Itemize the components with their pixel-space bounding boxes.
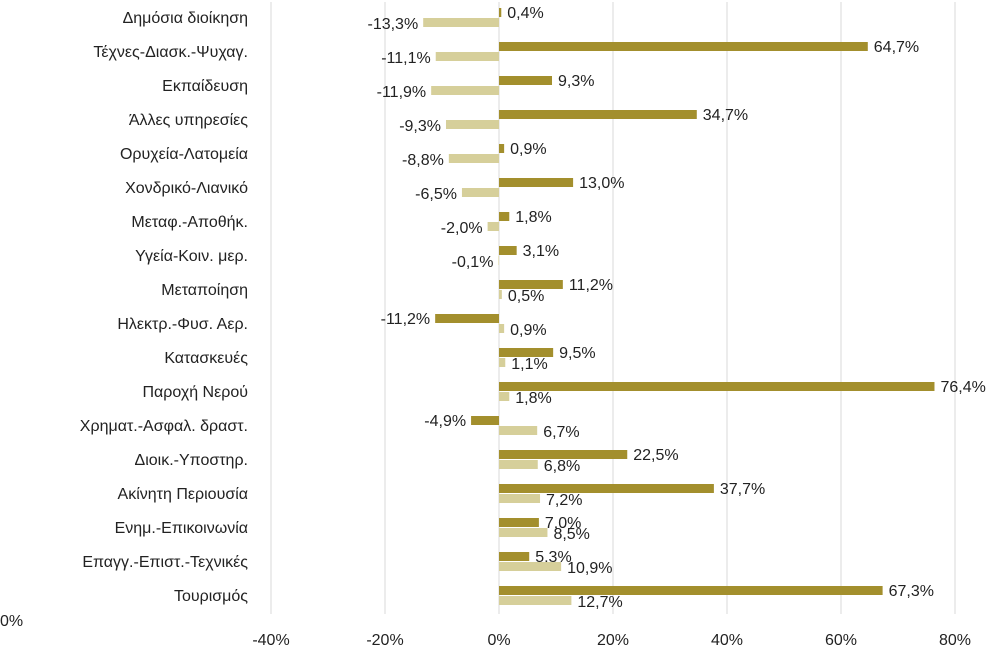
bar	[499, 562, 562, 571]
y-tick-label: Ακίνητη Περιουσία	[118, 486, 248, 503]
bar	[499, 42, 868, 51]
y-tick-label: Τουρισμός	[174, 588, 248, 605]
bar	[499, 596, 572, 605]
data-label: 67,3%	[889, 583, 934, 600]
bar	[499, 280, 563, 289]
data-label: 9,5%	[559, 345, 595, 362]
data-label: -11,2%	[381, 311, 431, 328]
data-label: 7,0%	[545, 515, 581, 532]
y-tick-label: Μεταφ.-Αποθήκ.	[131, 214, 248, 231]
data-label: 34,7%	[703, 107, 748, 124]
bar	[499, 484, 714, 493]
data-label: -6,5%	[415, 186, 457, 203]
y-tick-label: Χρηματ.-Ασφαλ. δραστ.	[80, 418, 248, 435]
annotation: 0%	[0, 613, 23, 630]
data-label: -0,1%	[452, 254, 494, 271]
bar	[499, 348, 554, 357]
y-tick-label: Υγεία-Κοιν. μερ.	[135, 248, 248, 265]
y-tick-label: Μεταποίηση	[161, 282, 248, 299]
data-label: 10,9%	[567, 560, 612, 577]
bar	[499, 144, 505, 153]
data-label: 13,0%	[579, 175, 624, 192]
data-label: -8,8%	[402, 152, 444, 169]
bar	[448, 154, 499, 163]
data-label: 8,5%	[553, 526, 589, 543]
bar	[499, 460, 538, 469]
data-label: 1,8%	[515, 390, 551, 407]
bar	[499, 450, 628, 459]
data-label: 7,2%	[546, 492, 582, 509]
bar	[499, 586, 883, 595]
bar	[487, 222, 499, 231]
data-label: 1,8%	[515, 209, 551, 226]
bar	[431, 86, 499, 95]
bar	[499, 76, 553, 85]
data-label: -11,9%	[377, 84, 427, 101]
data-label: 5,3%	[535, 549, 571, 566]
y-tick-label: Ηλεκτρ.-Φυσ. Αερ.	[117, 316, 248, 333]
bar	[499, 324, 505, 333]
x-tick-label: 60%	[825, 632, 857, 649]
data-label: 11,2%	[569, 277, 613, 294]
y-tick-label: Δημόσια διοίκηση	[123, 10, 248, 27]
bar	[445, 120, 499, 129]
bar	[423, 18, 499, 27]
data-label: -13,3%	[367, 16, 418, 33]
y-tick-label: Διοικ.-Υποστηρ.	[135, 452, 249, 469]
bar	[435, 314, 499, 323]
data-label: 0,4%	[507, 5, 543, 22]
bar	[499, 528, 548, 537]
data-label: 0,9%	[510, 141, 546, 158]
data-label: 12,7%	[577, 594, 622, 611]
y-tick-label: Επαγγ.-Επιστ.-Τεχνικές	[82, 554, 248, 571]
data-label: 6,7%	[543, 424, 579, 441]
x-tick-label: -40%	[252, 632, 289, 649]
data-label: 9,3%	[558, 73, 594, 90]
data-label: -2,0%	[441, 220, 483, 237]
x-tick-label: 0%	[487, 632, 510, 649]
y-tick-label: Τέχνες-Διασκ.-Ψυχαγ.	[93, 44, 248, 61]
bar	[461, 188, 499, 197]
data-label: -9,3%	[399, 118, 441, 135]
data-label: 3,1%	[523, 243, 559, 260]
bar	[499, 110, 697, 119]
data-label: -11,1%	[381, 50, 431, 67]
y-tick-label: Εκπαίδευση	[162, 78, 248, 95]
data-label: -4,9%	[424, 413, 466, 430]
y-tick-label: Κατασκευές	[164, 350, 248, 367]
data-label: 64,7%	[874, 39, 919, 56]
data-label: 37,7%	[720, 481, 765, 498]
data-label: 0,5%	[508, 288, 544, 305]
bar	[499, 8, 502, 17]
y-tick-label: Ορυχεία-Λατομεία	[120, 146, 248, 163]
bar	[471, 416, 499, 425]
x-tick-label: 20%	[597, 632, 629, 649]
bar	[499, 552, 530, 561]
data-label: 0,9%	[510, 322, 546, 339]
bar	[499, 178, 574, 187]
bar	[499, 494, 541, 503]
x-tick-label: 40%	[711, 632, 743, 649]
bar	[499, 518, 539, 527]
data-label: 1,1%	[511, 356, 547, 373]
data-label: 6,8%	[544, 458, 580, 475]
bar	[499, 246, 517, 255]
x-tick-label: 80%	[939, 632, 971, 649]
bar	[499, 212, 510, 221]
data-label: 76,4%	[940, 379, 985, 396]
y-tick-label: Χονδρικό-Λιανικό	[125, 180, 248, 197]
bar	[498, 256, 499, 265]
bar	[499, 426, 538, 435]
data-label: 22,5%	[633, 447, 678, 464]
bar	[499, 358, 506, 367]
y-tick-label: Άλλες υπηρεσίες	[129, 112, 248, 129]
x-tick-label: -20%	[366, 632, 403, 649]
bar	[499, 382, 935, 391]
bar	[499, 290, 502, 299]
bar	[435, 52, 499, 61]
y-tick-label: Παροχή Νερού	[142, 384, 248, 401]
bar	[499, 392, 510, 401]
y-tick-label: Ενημ.-Επικοινωνία	[115, 520, 248, 537]
